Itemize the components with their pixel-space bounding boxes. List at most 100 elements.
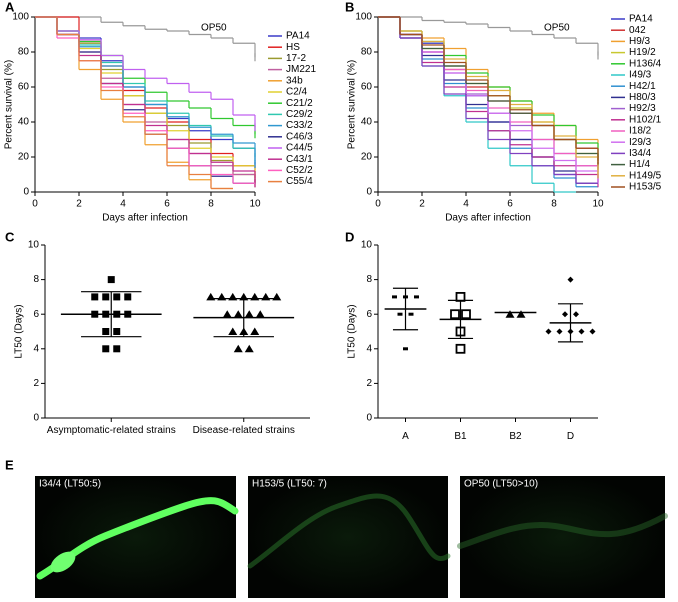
legend-label: I29/3 — [629, 137, 652, 148]
x-tick-label: B2 — [509, 431, 522, 442]
y-axis-label: Percent survival (%) — [347, 60, 358, 149]
legend-label: H19/2 — [629, 47, 656, 58]
point — [107, 276, 115, 284]
x-tick-label: D — [566, 431, 575, 442]
point — [102, 293, 110, 301]
point — [217, 292, 227, 301]
worm — [457, 513, 668, 549]
x-tick-label: 8 — [208, 199, 214, 210]
y-tick-label: 100 — [355, 12, 372, 23]
y-tick-label: 2 — [366, 378, 372, 389]
y-tick-label: 6 — [366, 309, 372, 320]
micrograph-bg — [248, 476, 448, 598]
x-label-box: D — [566, 431, 575, 442]
legend-label: H92/3 — [629, 103, 656, 114]
legend-label: C52/2 — [286, 165, 313, 176]
legend-label: I49/3 — [629, 70, 652, 81]
x-tick-label: 6 — [164, 199, 170, 210]
legend-label: 34b — [286, 75, 303, 86]
legend-label: C21/2 — [286, 98, 313, 109]
survival-curve — [35, 16, 256, 168]
x-tick-label: 10 — [592, 199, 604, 210]
y-tick-label: 40 — [18, 117, 30, 128]
survival-curve — [35, 16, 256, 62]
panel-label: D — [345, 229, 354, 244]
point — [556, 328, 563, 335]
legend-label: H1/4 — [629, 159, 651, 170]
y-tick-label: 100 — [12, 12, 29, 23]
micrograph-label: OP50 (LT50>10) — [464, 479, 538, 490]
micrograph-label: I34/4 (LT50:5) — [39, 479, 101, 490]
point — [545, 328, 552, 335]
legend-label: C2/4 — [286, 87, 308, 98]
micrograph-bg — [460, 476, 665, 598]
point — [102, 345, 110, 353]
worm — [247, 493, 451, 569]
panel-label: A — [5, 0, 15, 14]
point — [91, 293, 99, 301]
x-axis-label: Days after infection — [445, 213, 531, 224]
y-tick-label: 10 — [361, 240, 373, 251]
reference-label: OP50 — [201, 23, 227, 34]
point — [414, 295, 419, 299]
point — [567, 276, 574, 283]
point — [455, 343, 466, 354]
legend-label: H149/5 — [629, 170, 662, 181]
micrograph-label: H153/5 (LT50: 7) — [252, 479, 327, 490]
legend-label: PA14 — [286, 31, 310, 42]
legend-label: C33/2 — [286, 120, 313, 131]
point — [573, 311, 579, 318]
point — [261, 292, 271, 301]
point — [578, 328, 585, 335]
y-axis-label: LT50 (Days) — [14, 304, 25, 358]
point — [228, 327, 238, 335]
y-tick-label: 60 — [18, 82, 30, 93]
point — [233, 310, 243, 318]
y-tick-label: 60 — [361, 82, 373, 93]
point — [455, 291, 466, 302]
point — [244, 310, 254, 318]
survival-curve — [35, 16, 233, 190]
x-axis-label: Days after infection — [102, 213, 188, 224]
x-tick-label: 10 — [249, 199, 261, 210]
legend-label: 042 — [629, 25, 646, 36]
point — [206, 292, 216, 301]
legend-label: JM221 — [286, 64, 316, 75]
legend-label: I34/4 — [629, 148, 652, 159]
point — [562, 311, 568, 318]
micrograph: H153/5 (LT50: 7) — [247, 476, 451, 598]
x-tick-label: Asymptomatic-related strains — [46, 425, 176, 436]
point — [228, 292, 238, 301]
worm-head — [50, 551, 76, 573]
legend-label: I18/2 — [629, 126, 652, 137]
legend-label: C44/5 — [286, 143, 313, 154]
x-tick-label: B1 — [454, 431, 467, 442]
x-tick-label: 0 — [32, 199, 38, 210]
y-tick-label: 0 — [366, 413, 372, 424]
point — [222, 310, 232, 318]
x-tick-label: A — [402, 431, 409, 442]
y-tick-label: 4 — [366, 343, 372, 354]
point — [403, 347, 408, 351]
x-label-box: B2 — [509, 431, 522, 442]
legend-label: C46/3 — [286, 131, 313, 142]
x-tick-label: 4 — [463, 199, 469, 210]
point — [102, 328, 110, 335]
y-tick-label: 0 — [33, 413, 39, 424]
point — [113, 328, 121, 335]
point — [113, 345, 121, 353]
point — [244, 344, 254, 353]
legend-label: H102/1 — [629, 114, 662, 125]
point — [397, 312, 403, 316]
panel-label: B — [345, 0, 354, 14]
legend-label: H136/4 — [629, 58, 662, 69]
point — [461, 309, 471, 320]
y-tick-label: 80 — [361, 47, 373, 58]
point — [250, 327, 260, 335]
legend-label: 17-2 — [286, 53, 306, 64]
point — [272, 292, 282, 301]
point — [250, 292, 260, 301]
point — [233, 344, 243, 353]
legend-label: PA14 — [629, 14, 653, 25]
